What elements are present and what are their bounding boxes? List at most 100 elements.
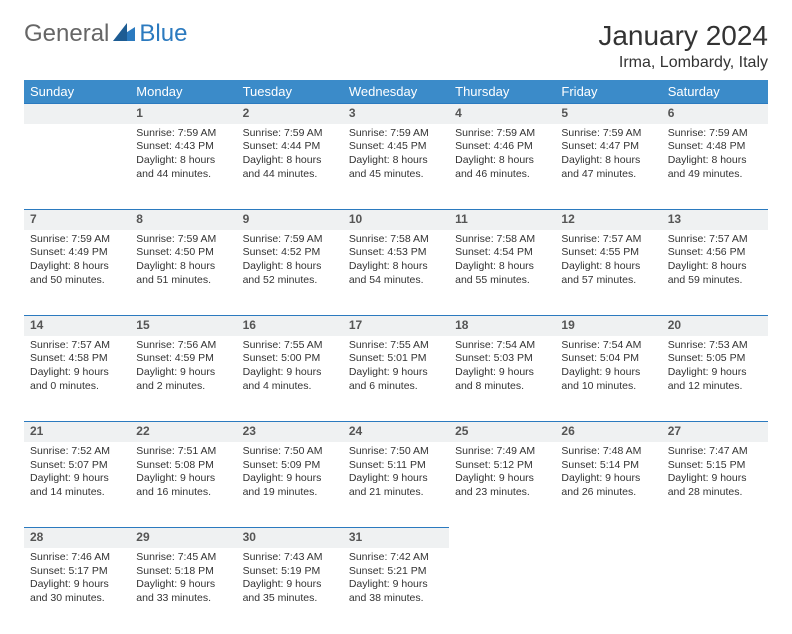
sunset-line: Sunset: 4:50 PM — [136, 246, 230, 260]
day-content-cell: Sunrise: 7:57 AMSunset: 4:58 PMDaylight:… — [24, 336, 130, 422]
sunset-line: Sunset: 5:07 PM — [30, 459, 124, 473]
day-content-cell — [24, 124, 130, 210]
day-content-cell: Sunrise: 7:59 AMSunset: 4:46 PMDaylight:… — [449, 124, 555, 210]
day-number-cell: 16 — [237, 316, 343, 336]
sunrise-line: Sunrise: 7:57 AM — [561, 233, 655, 247]
weekday-header-row: SundayMondayTuesdayWednesdayThursdayFrid… — [24, 80, 768, 104]
sunset-line: Sunset: 5:21 PM — [349, 565, 443, 579]
daylight-line: Daylight: 8 hours and 50 minutes. — [30, 260, 124, 287]
sunrise-line: Sunrise: 7:54 AM — [455, 339, 549, 353]
calendar-table: SundayMondayTuesdayWednesdayThursdayFrid… — [24, 80, 768, 634]
logo-text-blue: Blue — [139, 20, 187, 48]
day-number-cell — [662, 528, 768, 548]
day-content-cell: Sunrise: 7:54 AMSunset: 5:03 PMDaylight:… — [449, 336, 555, 422]
weekday-header: Friday — [555, 80, 661, 104]
day-content-cell — [555, 548, 661, 634]
daylight-line: Daylight: 9 hours and 2 minutes. — [136, 366, 230, 393]
sunset-line: Sunset: 5:14 PM — [561, 459, 655, 473]
day-number-cell: 31 — [343, 528, 449, 548]
day-content-row: Sunrise: 7:46 AMSunset: 5:17 PMDaylight:… — [24, 548, 768, 634]
sunrise-line: Sunrise: 7:42 AM — [349, 551, 443, 565]
day-number-cell: 9 — [237, 210, 343, 230]
day-content-cell: Sunrise: 7:59 AMSunset: 4:47 PMDaylight:… — [555, 124, 661, 210]
sunrise-line: Sunrise: 7:59 AM — [136, 233, 230, 247]
day-content-cell: Sunrise: 7:47 AMSunset: 5:15 PMDaylight:… — [662, 442, 768, 528]
day-number-cell: 2 — [237, 104, 343, 124]
sunrise-line: Sunrise: 7:55 AM — [349, 339, 443, 353]
sunrise-line: Sunrise: 7:56 AM — [136, 339, 230, 353]
day-content-cell: Sunrise: 7:52 AMSunset: 5:07 PMDaylight:… — [24, 442, 130, 528]
daylight-line: Daylight: 9 hours and 0 minutes. — [30, 366, 124, 393]
location: Irma, Lombardy, Italy — [598, 54, 768, 72]
sunrise-line: Sunrise: 7:59 AM — [349, 127, 443, 141]
day-content-cell — [449, 548, 555, 634]
day-content-cell: Sunrise: 7:54 AMSunset: 5:04 PMDaylight:… — [555, 336, 661, 422]
sunset-line: Sunset: 4:52 PM — [243, 246, 337, 260]
day-number-row: 123456 — [24, 104, 768, 124]
day-content-cell: Sunrise: 7:59 AMSunset: 4:49 PMDaylight:… — [24, 230, 130, 316]
day-content-cell: Sunrise: 7:55 AMSunset: 5:01 PMDaylight:… — [343, 336, 449, 422]
daylight-line: Daylight: 9 hours and 28 minutes. — [668, 472, 762, 499]
sunset-line: Sunset: 4:49 PM — [30, 246, 124, 260]
day-number-cell: 5 — [555, 104, 661, 124]
daylight-line: Daylight: 9 hours and 35 minutes. — [243, 578, 337, 605]
header: General Blue January 2024 Irma, Lombardy… — [24, 20, 768, 72]
sunrise-line: Sunrise: 7:51 AM — [136, 445, 230, 459]
daylight-line: Daylight: 8 hours and 46 minutes. — [455, 154, 549, 181]
sunset-line: Sunset: 4:47 PM — [561, 140, 655, 154]
day-number-row: 78910111213 — [24, 210, 768, 230]
day-number-cell: 13 — [662, 210, 768, 230]
day-number-cell: 7 — [24, 210, 130, 230]
day-content-cell — [662, 548, 768, 634]
daylight-line: Daylight: 9 hours and 8 minutes. — [455, 366, 549, 393]
day-number-cell: 14 — [24, 316, 130, 336]
day-content-cell: Sunrise: 7:59 AMSunset: 4:52 PMDaylight:… — [237, 230, 343, 316]
day-number-cell: 26 — [555, 422, 661, 442]
sunset-line: Sunset: 5:11 PM — [349, 459, 443, 473]
day-content-cell: Sunrise: 7:43 AMSunset: 5:19 PMDaylight:… — [237, 548, 343, 634]
day-number-cell: 20 — [662, 316, 768, 336]
day-content-cell: Sunrise: 7:46 AMSunset: 5:17 PMDaylight:… — [24, 548, 130, 634]
daylight-line: Daylight: 8 hours and 55 minutes. — [455, 260, 549, 287]
sunset-line: Sunset: 4:59 PM — [136, 352, 230, 366]
daylight-line: Daylight: 9 hours and 12 minutes. — [668, 366, 762, 393]
day-number-cell: 24 — [343, 422, 449, 442]
day-number-cell: 6 — [662, 104, 768, 124]
sunset-line: Sunset: 4:56 PM — [668, 246, 762, 260]
day-content-cell: Sunrise: 7:57 AMSunset: 4:56 PMDaylight:… — [662, 230, 768, 316]
day-content-cell: Sunrise: 7:58 AMSunset: 4:53 PMDaylight:… — [343, 230, 449, 316]
day-number-cell: 3 — [343, 104, 449, 124]
day-number-cell: 22 — [130, 422, 236, 442]
daylight-line: Daylight: 9 hours and 16 minutes. — [136, 472, 230, 499]
month-title: January 2024 — [598, 20, 768, 52]
daylight-line: Daylight: 9 hours and 21 minutes. — [349, 472, 443, 499]
sunrise-line: Sunrise: 7:43 AM — [243, 551, 337, 565]
logo-icon — [113, 20, 135, 48]
weekday-header: Sunday — [24, 80, 130, 104]
sunrise-line: Sunrise: 7:59 AM — [668, 127, 762, 141]
sunset-line: Sunset: 4:45 PM — [349, 140, 443, 154]
day-content-row: Sunrise: 7:59 AMSunset: 4:49 PMDaylight:… — [24, 230, 768, 316]
sunrise-line: Sunrise: 7:53 AM — [668, 339, 762, 353]
day-content-cell: Sunrise: 7:56 AMSunset: 4:59 PMDaylight:… — [130, 336, 236, 422]
sunset-line: Sunset: 4:48 PM — [668, 140, 762, 154]
sunset-line: Sunset: 4:55 PM — [561, 246, 655, 260]
day-number-cell: 8 — [130, 210, 236, 230]
day-number-cell: 19 — [555, 316, 661, 336]
sunset-line: Sunset: 5:00 PM — [243, 352, 337, 366]
daylight-line: Daylight: 8 hours and 45 minutes. — [349, 154, 443, 181]
daylight-line: Daylight: 8 hours and 44 minutes. — [243, 154, 337, 181]
sunrise-line: Sunrise: 7:46 AM — [30, 551, 124, 565]
weekday-header: Wednesday — [343, 80, 449, 104]
day-content-cell: Sunrise: 7:59 AMSunset: 4:43 PMDaylight:… — [130, 124, 236, 210]
daylight-line: Daylight: 9 hours and 30 minutes. — [30, 578, 124, 605]
sunset-line: Sunset: 5:15 PM — [668, 459, 762, 473]
sunrise-line: Sunrise: 7:59 AM — [561, 127, 655, 141]
day-number-cell: 23 — [237, 422, 343, 442]
day-content-cell: Sunrise: 7:59 AMSunset: 4:45 PMDaylight:… — [343, 124, 449, 210]
daylight-line: Daylight: 9 hours and 6 minutes. — [349, 366, 443, 393]
day-content-cell: Sunrise: 7:48 AMSunset: 5:14 PMDaylight:… — [555, 442, 661, 528]
daylight-line: Daylight: 8 hours and 57 minutes. — [561, 260, 655, 287]
sunrise-line: Sunrise: 7:52 AM — [30, 445, 124, 459]
day-content-cell: Sunrise: 7:59 AMSunset: 4:48 PMDaylight:… — [662, 124, 768, 210]
